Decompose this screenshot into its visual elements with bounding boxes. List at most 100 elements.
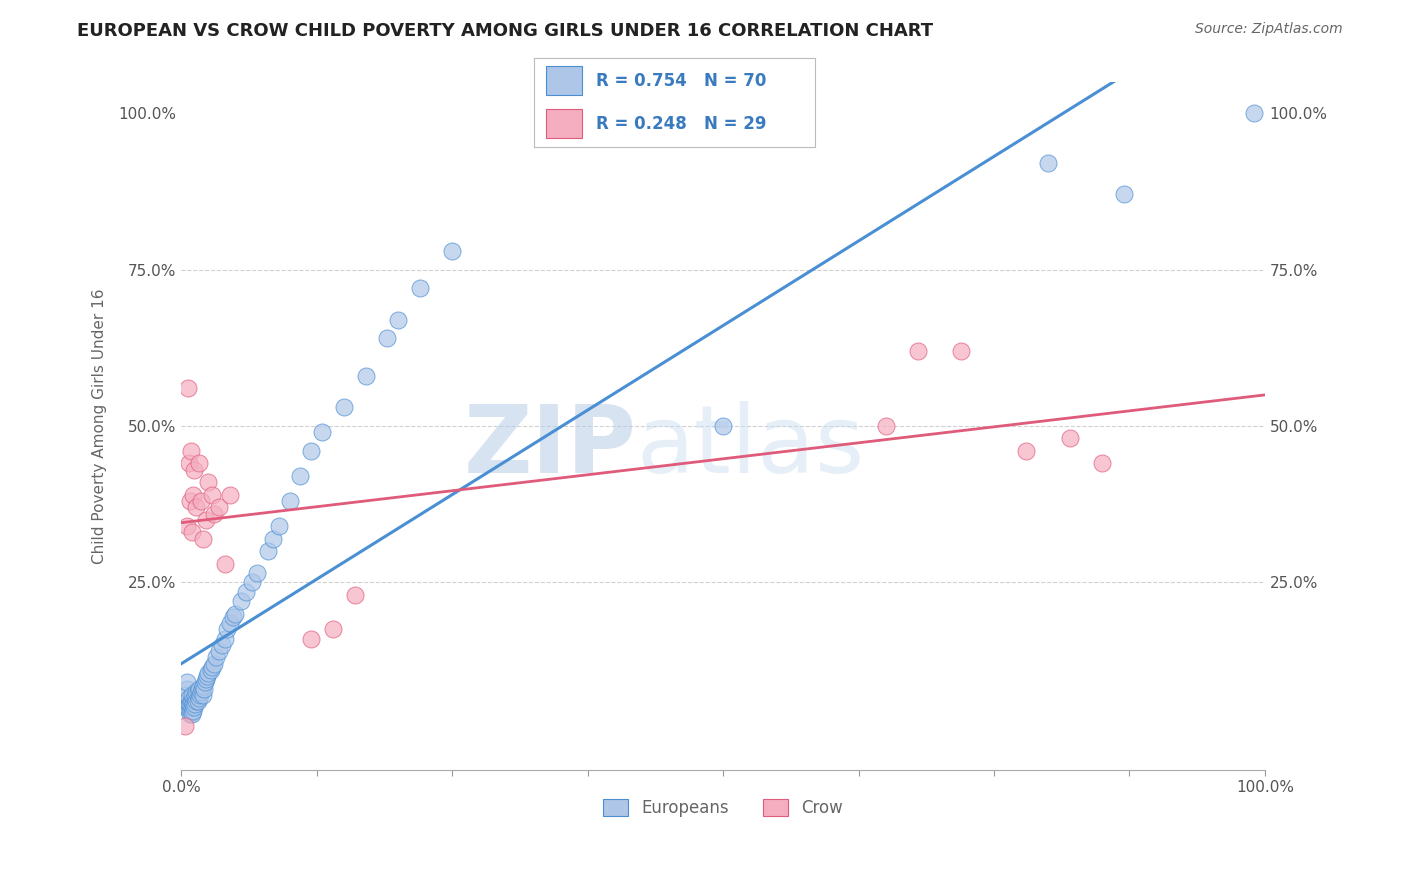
Point — [333, 400, 356, 414]
Point — [179, 698, 201, 712]
Point — [208, 644, 231, 658]
Point — [194, 675, 217, 690]
Point — [907, 343, 929, 358]
Point — [176, 681, 198, 696]
Point — [188, 688, 211, 702]
Point — [219, 488, 242, 502]
Point — [1091, 457, 1114, 471]
Point — [240, 575, 263, 590]
Point — [257, 544, 280, 558]
Point — [322, 622, 344, 636]
Point — [246, 566, 269, 580]
Point — [202, 507, 225, 521]
Point — [197, 475, 219, 490]
Point — [711, 419, 734, 434]
Point — [179, 706, 201, 721]
Point — [201, 488, 224, 502]
Point — [191, 688, 214, 702]
Point — [176, 700, 198, 714]
Point — [214, 632, 236, 646]
Point — [176, 688, 198, 702]
Point — [183, 691, 205, 706]
Point — [181, 694, 204, 708]
Point — [224, 607, 246, 621]
Text: Source: ZipAtlas.com: Source: ZipAtlas.com — [1195, 22, 1343, 37]
Point — [176, 519, 198, 533]
Point — [181, 700, 204, 714]
Point — [375, 331, 398, 345]
Point — [179, 494, 201, 508]
Point — [1059, 432, 1081, 446]
Y-axis label: Child Poverty Among Girls Under 16: Child Poverty Among Girls Under 16 — [93, 288, 107, 564]
Point — [181, 706, 204, 721]
Point — [181, 688, 204, 702]
Point — [1015, 444, 1038, 458]
Point — [187, 457, 209, 471]
Point — [191, 681, 214, 696]
Text: atlas: atlas — [637, 401, 865, 492]
Point — [184, 698, 207, 712]
Point — [205, 650, 228, 665]
Point — [354, 368, 377, 383]
Point — [278, 494, 301, 508]
Point — [181, 525, 204, 540]
Point — [408, 281, 430, 295]
Point — [191, 532, 214, 546]
Point — [187, 694, 209, 708]
Point — [184, 688, 207, 702]
Point — [187, 685, 209, 699]
Point — [180, 694, 202, 708]
Point — [177, 691, 200, 706]
Point — [177, 704, 200, 718]
Point — [299, 632, 322, 646]
Text: EUROPEAN VS CROW CHILD POVERTY AMONG GIRLS UNDER 16 CORRELATION CHART: EUROPEAN VS CROW CHILD POVERTY AMONG GIR… — [77, 22, 934, 40]
Point — [181, 698, 204, 712]
Point — [197, 666, 219, 681]
Point — [176, 675, 198, 690]
Point — [186, 694, 208, 708]
Point — [173, 719, 195, 733]
Point — [176, 694, 198, 708]
Text: ZIP: ZIP — [464, 401, 637, 492]
Point — [187, 681, 209, 696]
Point — [186, 685, 208, 699]
FancyBboxPatch shape — [546, 66, 582, 95]
Point — [190, 494, 212, 508]
Point — [177, 698, 200, 712]
Point — [181, 704, 204, 718]
Point — [186, 500, 208, 515]
Point — [235, 584, 257, 599]
Point — [1036, 156, 1059, 170]
FancyBboxPatch shape — [546, 109, 582, 138]
Point — [262, 532, 284, 546]
Point — [177, 457, 200, 471]
Point — [208, 500, 231, 515]
Point — [290, 469, 312, 483]
Point — [201, 660, 224, 674]
Point — [299, 444, 322, 458]
Point — [211, 638, 233, 652]
Point — [215, 622, 238, 636]
Point — [222, 609, 245, 624]
Text: R = 0.754   N = 70: R = 0.754 N = 70 — [596, 71, 766, 90]
Point — [191, 679, 214, 693]
Point — [200, 663, 222, 677]
Point — [875, 419, 897, 434]
Legend: Europeans, Crow: Europeans, Crow — [596, 792, 849, 823]
Point — [311, 425, 333, 440]
Point — [343, 588, 366, 602]
Point — [195, 673, 218, 687]
Point — [1112, 187, 1135, 202]
Point — [229, 594, 252, 608]
Point — [202, 657, 225, 671]
Point — [195, 669, 218, 683]
Point — [187, 691, 209, 706]
Point — [1243, 106, 1265, 120]
Point — [180, 704, 202, 718]
Point — [387, 312, 409, 326]
Point — [950, 343, 973, 358]
Point — [181, 488, 204, 502]
Point — [183, 463, 205, 477]
Point — [177, 381, 200, 395]
Point — [214, 557, 236, 571]
